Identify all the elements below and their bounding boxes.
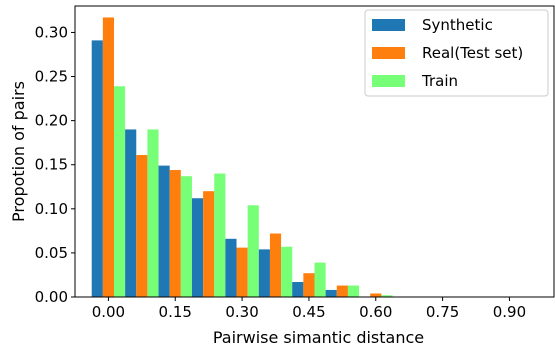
- bar-real-test-set-bin-3: [203, 191, 215, 297]
- bar-real-test-set-bin-7: [336, 285, 348, 297]
- x-tick-label: 0.75: [426, 303, 459, 321]
- legend-swatch-real-test-set: [372, 47, 405, 59]
- legend-label-synthetic: Synthetic: [422, 16, 493, 34]
- y-tick-label: 0.30: [35, 23, 68, 41]
- bar-train-bin-6: [314, 262, 326, 297]
- y-tick-label: 0.05: [35, 244, 68, 262]
- bar-train-bin-5: [281, 246, 293, 297]
- bar-synthetic-bin-1: [125, 129, 137, 297]
- legend-box: [364, 9, 549, 97]
- y-tick-label: 0.20: [35, 112, 68, 130]
- legend: Synthetic Real(Test set) Train: [364, 9, 549, 97]
- bar-train-bin-3: [214, 173, 226, 297]
- bar-real-test-set-bin-6: [303, 273, 315, 297]
- bar-real-test-set-bin-2: [169, 170, 181, 297]
- bar-synthetic-bin-3: [191, 198, 204, 297]
- bar-synthetic-bin-7: [325, 289, 337, 297]
- bar-train-bin-2: [180, 176, 192, 297]
- x-axis: 0.00 0.15 0.30 0.45 0.60 0.75 0.90: [92, 297, 526, 321]
- bar-real-test-set-bin-4: [236, 247, 248, 297]
- legend-swatch-train: [372, 75, 405, 87]
- y-tick-label: 0.10: [35, 200, 68, 218]
- plot-frame: [74, 5, 555, 298]
- bar-real-test-set-bin-8: [370, 293, 382, 297]
- bar-train-bin-8: [381, 295, 393, 297]
- y-tick-label: 0.25: [35, 68, 68, 86]
- y-tick-label: 0.15: [35, 156, 68, 174]
- x-tick-label: 0.15: [159, 303, 192, 321]
- x-tick-label: 0.30: [225, 303, 258, 321]
- legend-label-train: Train: [421, 72, 458, 90]
- x-tick-label: 0.45: [292, 303, 325, 321]
- x-tick-label: 0.90: [493, 303, 526, 321]
- y-axis-label: Propotion of pairs: [9, 81, 28, 222]
- bar-real-test-set-bin-0: [102, 17, 114, 298]
- bar-synthetic-bin-4: [225, 238, 237, 297]
- x-tick-label: 0.60: [359, 303, 392, 321]
- bar-real-test-set-bin-5: [269, 233, 282, 297]
- bars-layer: [91, 17, 393, 298]
- bar-real-test-set-bin-1: [136, 155, 148, 297]
- bar-train-bin-0: [113, 86, 126, 297]
- legend-label-real-test-set: Real(Test set): [422, 44, 523, 62]
- bar-train-bin-7: [347, 285, 360, 297]
- bar-synthetic-bin-6: [292, 282, 304, 297]
- bar-train-bin-4: [247, 205, 259, 297]
- legend-swatch-synthetic: [372, 19, 405, 31]
- x-tick-label: 0.00: [92, 303, 125, 321]
- bar-synthetic-bin-5: [258, 249, 270, 297]
- x-axis-label: Pairwise simantic distance: [213, 328, 424, 347]
- bar-synthetic-bin-2: [158, 165, 170, 297]
- y-axis: 0.00 0.05 0.10 0.15 0.20 0.25 0.30: [35, 23, 75, 306]
- y-tick-label: 0.00: [35, 288, 68, 306]
- bar-synthetic-bin-0: [91, 40, 103, 298]
- bar-train-bin-1: [147, 129, 159, 297]
